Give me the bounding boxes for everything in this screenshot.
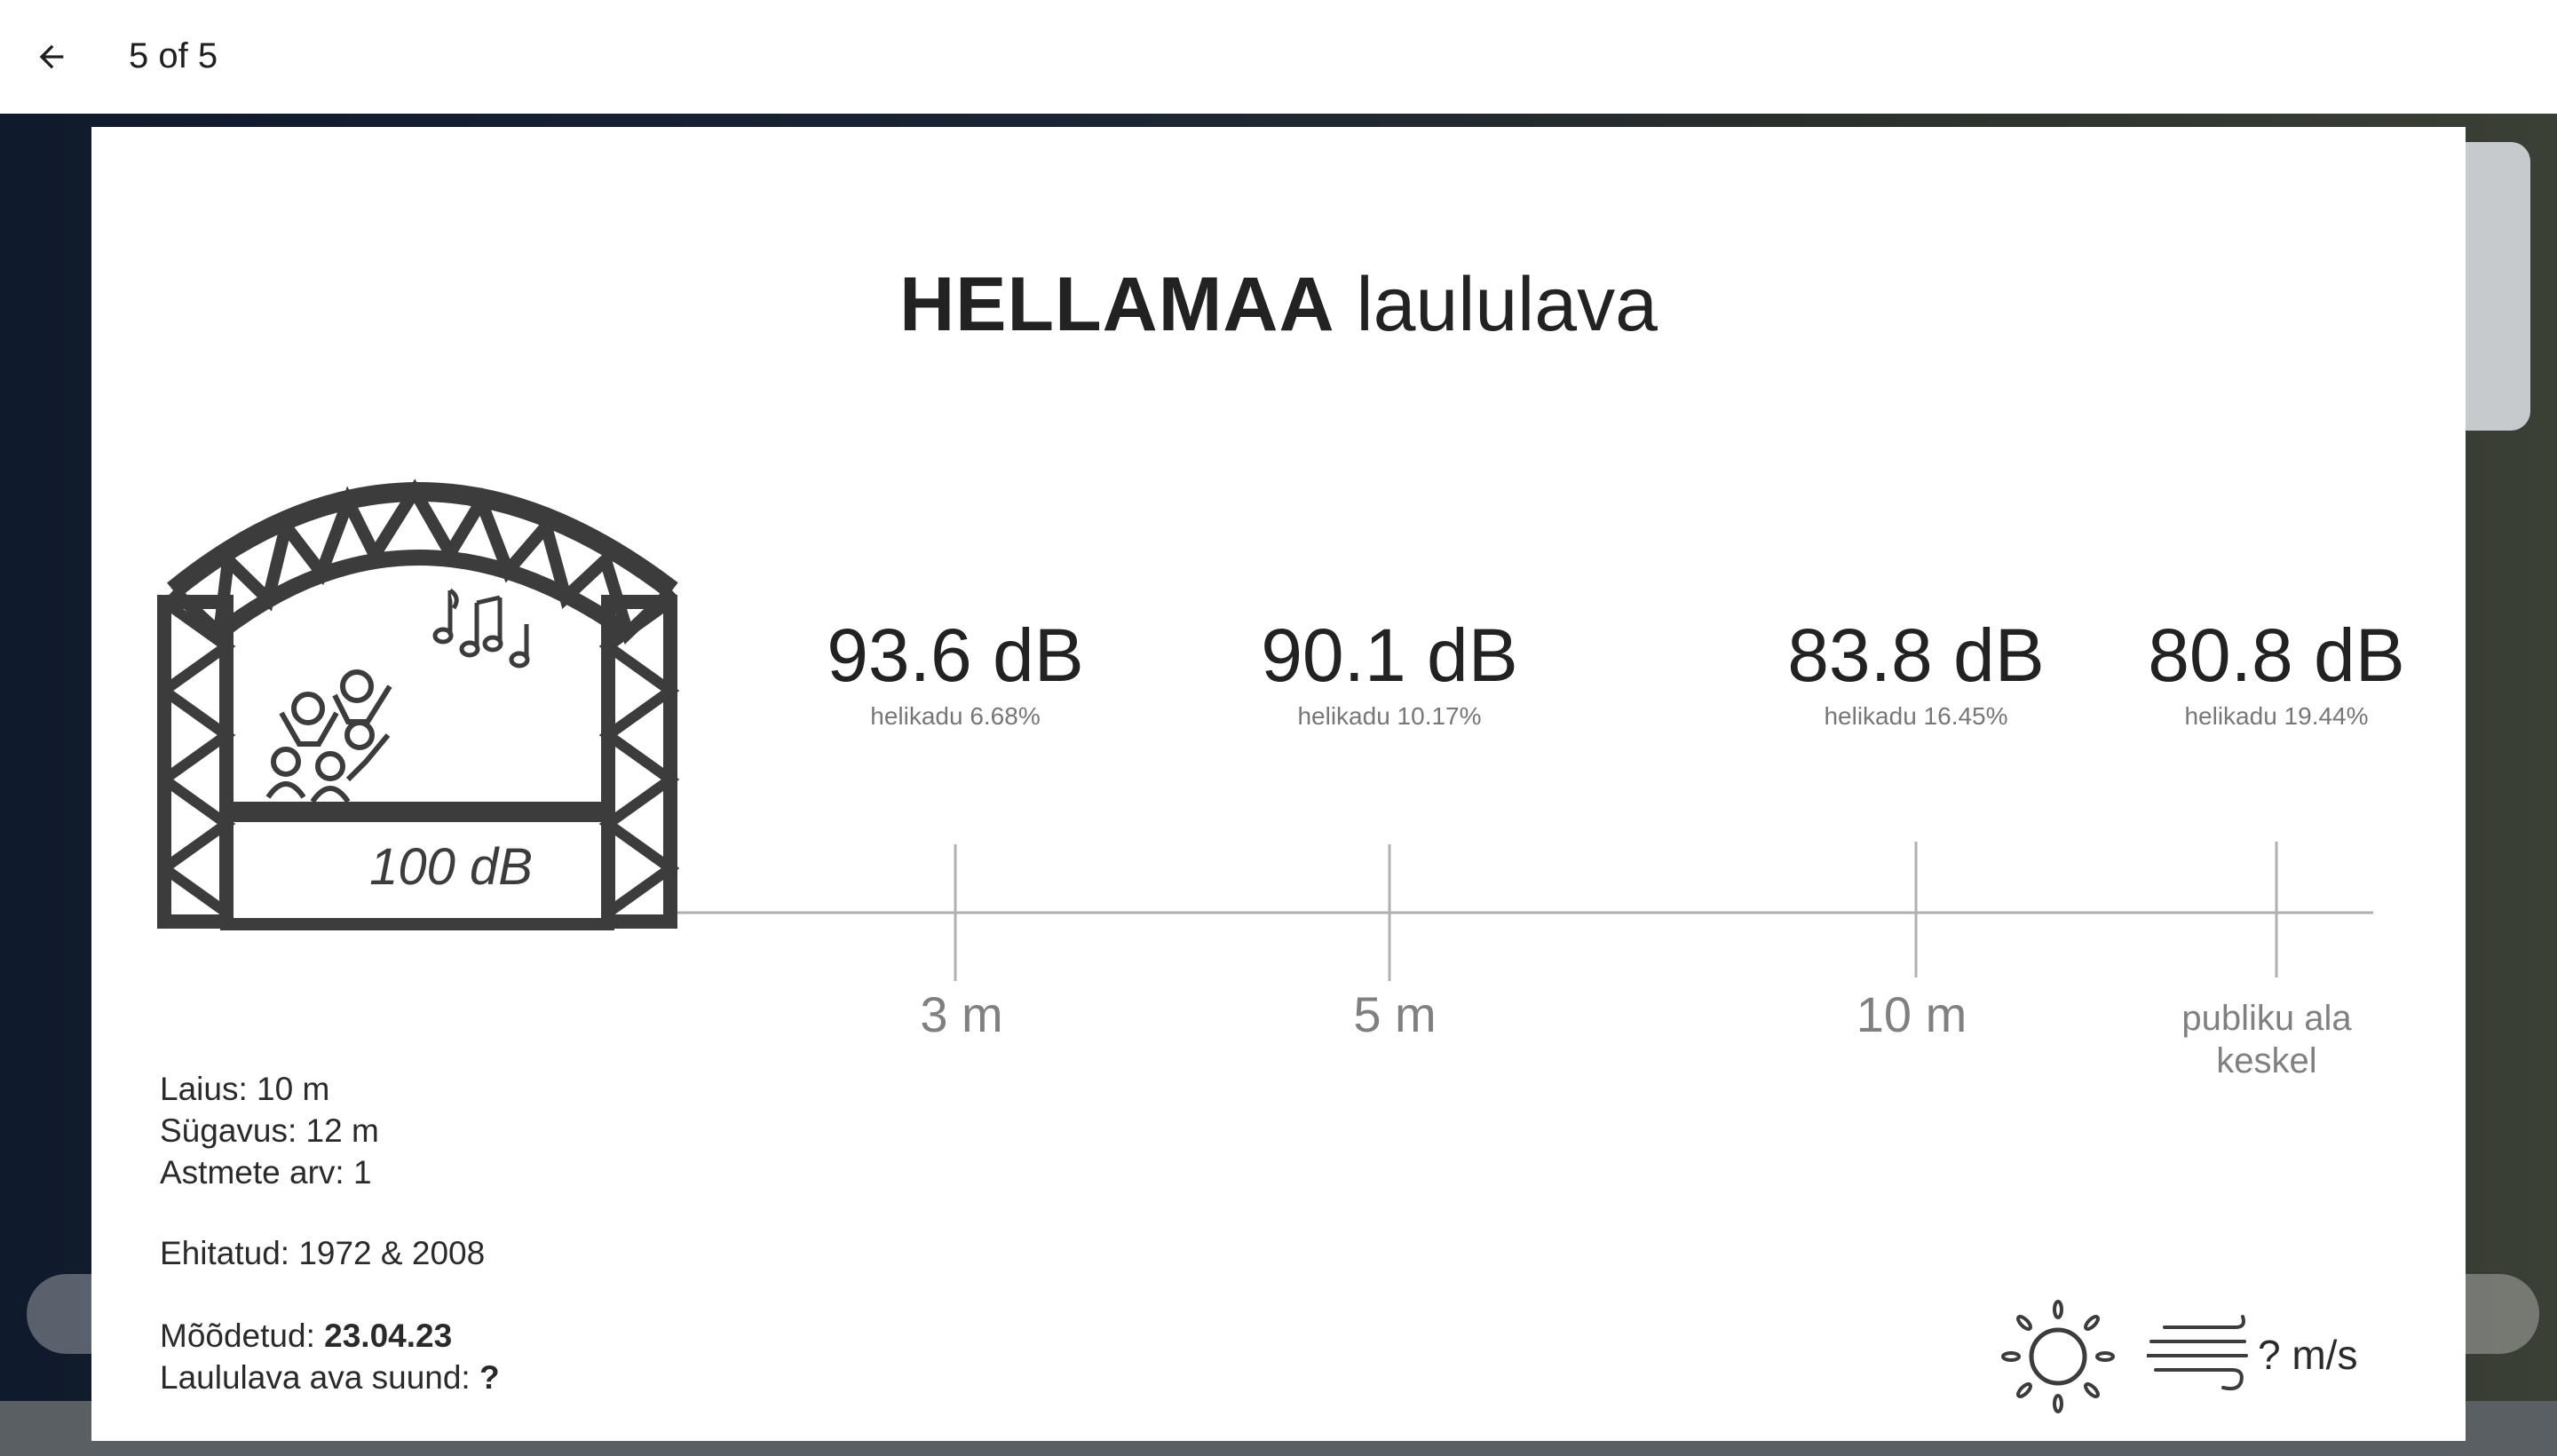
measurement-loss: helikadu 16.45% <box>1824 702 2008 730</box>
distance-label: 3 m <box>920 986 1003 1042</box>
distance-axis <box>677 842 2373 981</box>
poster-image: HELLAMAA laululava <box>91 127 2466 1441</box>
stage-dimensions: Laius: 10 m Sügavus: 12 m Astmete arv: 1 <box>160 1068 379 1193</box>
distance-label: 10 m <box>1856 986 1967 1042</box>
distance-label-audience: publiku ala keskel <box>2125 997 2409 1082</box>
wind-icon <box>2147 1315 2248 1391</box>
measurement-db: 83.8 dB <box>1787 613 2045 697</box>
measurement-loss: helikadu 6.68% <box>870 702 1041 730</box>
distance-label-line: publiku ala <box>2181 999 2352 1038</box>
distance-label: 5 m <box>1353 986 1437 1042</box>
measurement-db: 93.6 dB <box>827 613 1084 697</box>
info-measured-label: Mõõdetud: <box>160 1318 325 1354</box>
measurement-loss: helikadu 10.17% <box>1297 702 1482 730</box>
music-notes-icon <box>432 588 530 669</box>
measurement-db: 80.8 dB <box>2148 613 2405 697</box>
wind-speed: ? m/s <box>2258 1332 2358 1378</box>
arrow-left-icon <box>39 44 64 69</box>
sun-icon <box>2001 1300 2115 1413</box>
stage-level-label: 100 dB <box>369 838 533 896</box>
top-bar: 5 of 5 <box>0 0 2557 114</box>
image-counter: 5 of 5 <box>129 36 218 75</box>
info-direction: Laululava ava suund: ? <box>160 1357 500 1398</box>
info-depth: Sügavus: 12 m <box>160 1112 379 1149</box>
info-measured: Mõõdetud: 23.04.23 <box>160 1315 500 1357</box>
info-direction-value: ? <box>479 1359 500 1396</box>
poster-title: HELLAMAA laululava <box>91 260 2466 349</box>
stage-icon <box>157 479 680 930</box>
crowd-icon <box>265 669 392 803</box>
distance-label-line: keskel <box>2216 1041 2317 1080</box>
measurement-db: 90.1 dB <box>1261 613 1518 697</box>
poster-title-bold: HELLAMAA <box>899 262 1335 347</box>
back-button[interactable] <box>23 28 80 85</box>
poster-title-rest: laululava <box>1356 262 1658 347</box>
info-direction-label: Laululava ava suund: <box>160 1359 479 1396</box>
info-measured-value: 23.04.23 <box>324 1318 453 1354</box>
measurement-3m: 93.6 dB helikadu 6.68% <box>769 613 1142 732</box>
measured-info: Mõõdetud: 23.04.23 Laululava ava suund: … <box>160 1315 500 1398</box>
info-built: Ehitatud: 1972 & 2008 <box>160 1235 486 1271</box>
measurement-loss: helikadu 19.44% <box>2184 702 2369 730</box>
info-width: Laius: 10 m <box>160 1071 330 1107</box>
measurement-audience: 80.8 dB helikadu 19.44% <box>2090 613 2463 732</box>
info-steps: Astmete arv: 1 <box>160 1154 372 1191</box>
measurement-5m: 90.1 dB helikadu 10.17% <box>1203 613 1576 732</box>
measurement-10m: 83.8 dB helikadu 16.45% <box>1730 613 2102 732</box>
